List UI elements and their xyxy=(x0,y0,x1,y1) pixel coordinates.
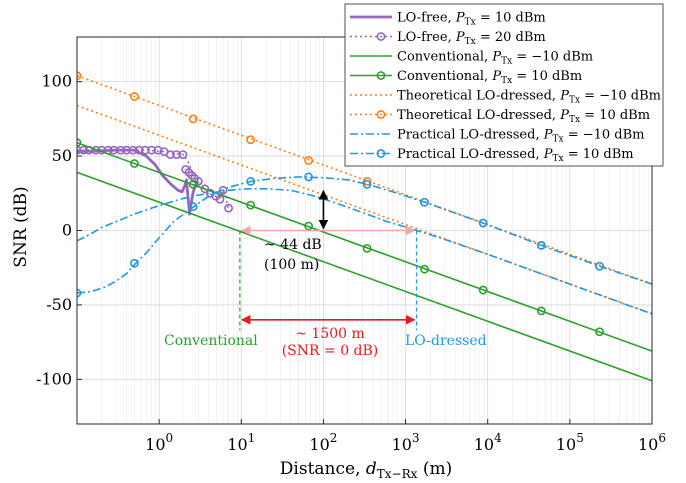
legend-entry: LO-free, PTx = 20 dBm xyxy=(397,30,546,47)
series-layer xyxy=(77,71,652,382)
x-tick-label: 105 xyxy=(556,431,584,454)
axis-ticks: 100 101 102 103 104 105 106 100 50 0 -50 -100 xyxy=(36,72,666,454)
range-gain-label: ~ 1500 m xyxy=(295,326,365,342)
series-marker xyxy=(224,203,233,213)
series-marker xyxy=(130,258,139,268)
series-marker xyxy=(130,92,139,101)
series-marker xyxy=(188,202,198,212)
x-tick-label: 102 xyxy=(309,431,337,454)
series-line xyxy=(77,176,652,294)
y-tick-label: 100 xyxy=(41,72,72,91)
legend-entry: Theoretical LO-dressed, PTx = −10 dBm xyxy=(397,89,661,106)
series-marker xyxy=(246,176,256,186)
series-marker xyxy=(478,218,488,228)
x-tick-label: 101 xyxy=(227,431,255,454)
series-marker xyxy=(188,114,198,124)
series-marker xyxy=(595,261,604,271)
series-8 xyxy=(77,172,652,298)
series-marker xyxy=(140,145,150,155)
series-marker xyxy=(128,145,138,155)
series-marker xyxy=(246,135,256,145)
series-marker xyxy=(362,179,372,189)
series-marker xyxy=(172,150,181,159)
x-axis-label-unit: (m) xyxy=(417,459,452,479)
legend-entry: Conventional, PTx = 10 dBm xyxy=(397,69,582,86)
x-axis-label-main: Distance, xyxy=(280,459,366,479)
series-7 xyxy=(77,188,652,315)
series-marker xyxy=(420,197,429,207)
x-tick-label: 106 xyxy=(638,431,666,454)
series-marker xyxy=(536,240,546,250)
annotation-layer: ~ 44 dB (100 m) ~ 1500 m(SNR = 0 dB) Conven… xyxy=(164,189,487,359)
series-marker xyxy=(536,306,546,316)
series-line xyxy=(77,171,652,382)
series-3 xyxy=(77,171,652,382)
x-axis-label-var: d xyxy=(366,459,377,479)
y-tick-label: 50 xyxy=(52,146,72,165)
series-marker xyxy=(130,159,139,168)
series-marker xyxy=(362,176,372,186)
range-gain-condition-label: (SNR = 0 dB) xyxy=(282,343,379,359)
series-marker xyxy=(478,285,488,295)
series-marker xyxy=(165,150,175,159)
series-marker xyxy=(153,145,163,155)
series-marker xyxy=(188,179,198,189)
y-tick-label: -100 xyxy=(36,369,72,388)
lodressed-annotation: LO-dressed xyxy=(405,333,487,349)
x-axis-label-sub: Tx−Rx xyxy=(377,467,418,481)
y-tick-label: -50 xyxy=(46,295,72,314)
series-5 xyxy=(77,104,652,315)
series-marker xyxy=(304,156,314,165)
series-marker xyxy=(116,145,126,155)
series-4 xyxy=(77,138,652,352)
series-marker xyxy=(178,150,188,159)
series-marker xyxy=(595,327,604,337)
series-marker xyxy=(200,184,210,194)
x-tick-label: 103 xyxy=(392,431,420,454)
series-marker xyxy=(218,185,228,195)
legend-marker xyxy=(376,71,386,80)
x-tick-label: 104 xyxy=(474,431,502,454)
series-marker xyxy=(215,194,225,204)
snr-gain-label: ~ 44 dB xyxy=(264,237,322,253)
legend-box xyxy=(344,3,664,167)
legend-entry: LO-free, PTx = 10 dBm xyxy=(397,11,546,28)
legend-marker xyxy=(376,149,386,158)
legend-marker xyxy=(376,32,386,41)
series-marker xyxy=(134,145,144,155)
series-line xyxy=(77,104,652,315)
series-marker xyxy=(304,172,314,182)
legend-entry: Practical LO-dressed, PTx = −10 dBm xyxy=(397,128,645,145)
legend-marker xyxy=(376,110,386,119)
series-1 xyxy=(77,148,200,216)
snr-gain-distance-label: (100 m) xyxy=(264,257,319,273)
x-axis-label: Distance, dTx−Rx (m) xyxy=(280,459,452,481)
series-line xyxy=(77,148,200,216)
series-marker xyxy=(246,200,256,210)
legend-entry: Conventional, PTx = −10 dBm xyxy=(397,50,593,67)
grid-lines xyxy=(77,37,653,424)
conventional-annotation: Conventional xyxy=(164,333,258,349)
series-2 xyxy=(77,145,233,213)
legend-entry: Theoretical LO-dressed, PTx = 10 dBm xyxy=(397,108,650,125)
series-marker xyxy=(420,264,429,274)
legend: LO-free, PTx = 10 dBm LO-free, PTx = 20 d… xyxy=(344,3,664,167)
series-marker xyxy=(79,145,88,155)
y-tick-label: 0 xyxy=(62,221,72,240)
legend-entry: Practical LO-dressed, PTx = 10 dBm xyxy=(397,147,634,164)
x-tick-label: 100 xyxy=(145,431,173,454)
series-line xyxy=(77,188,652,315)
y-axis-label: SNR (dB) xyxy=(11,186,31,267)
series-marker xyxy=(362,243,372,253)
